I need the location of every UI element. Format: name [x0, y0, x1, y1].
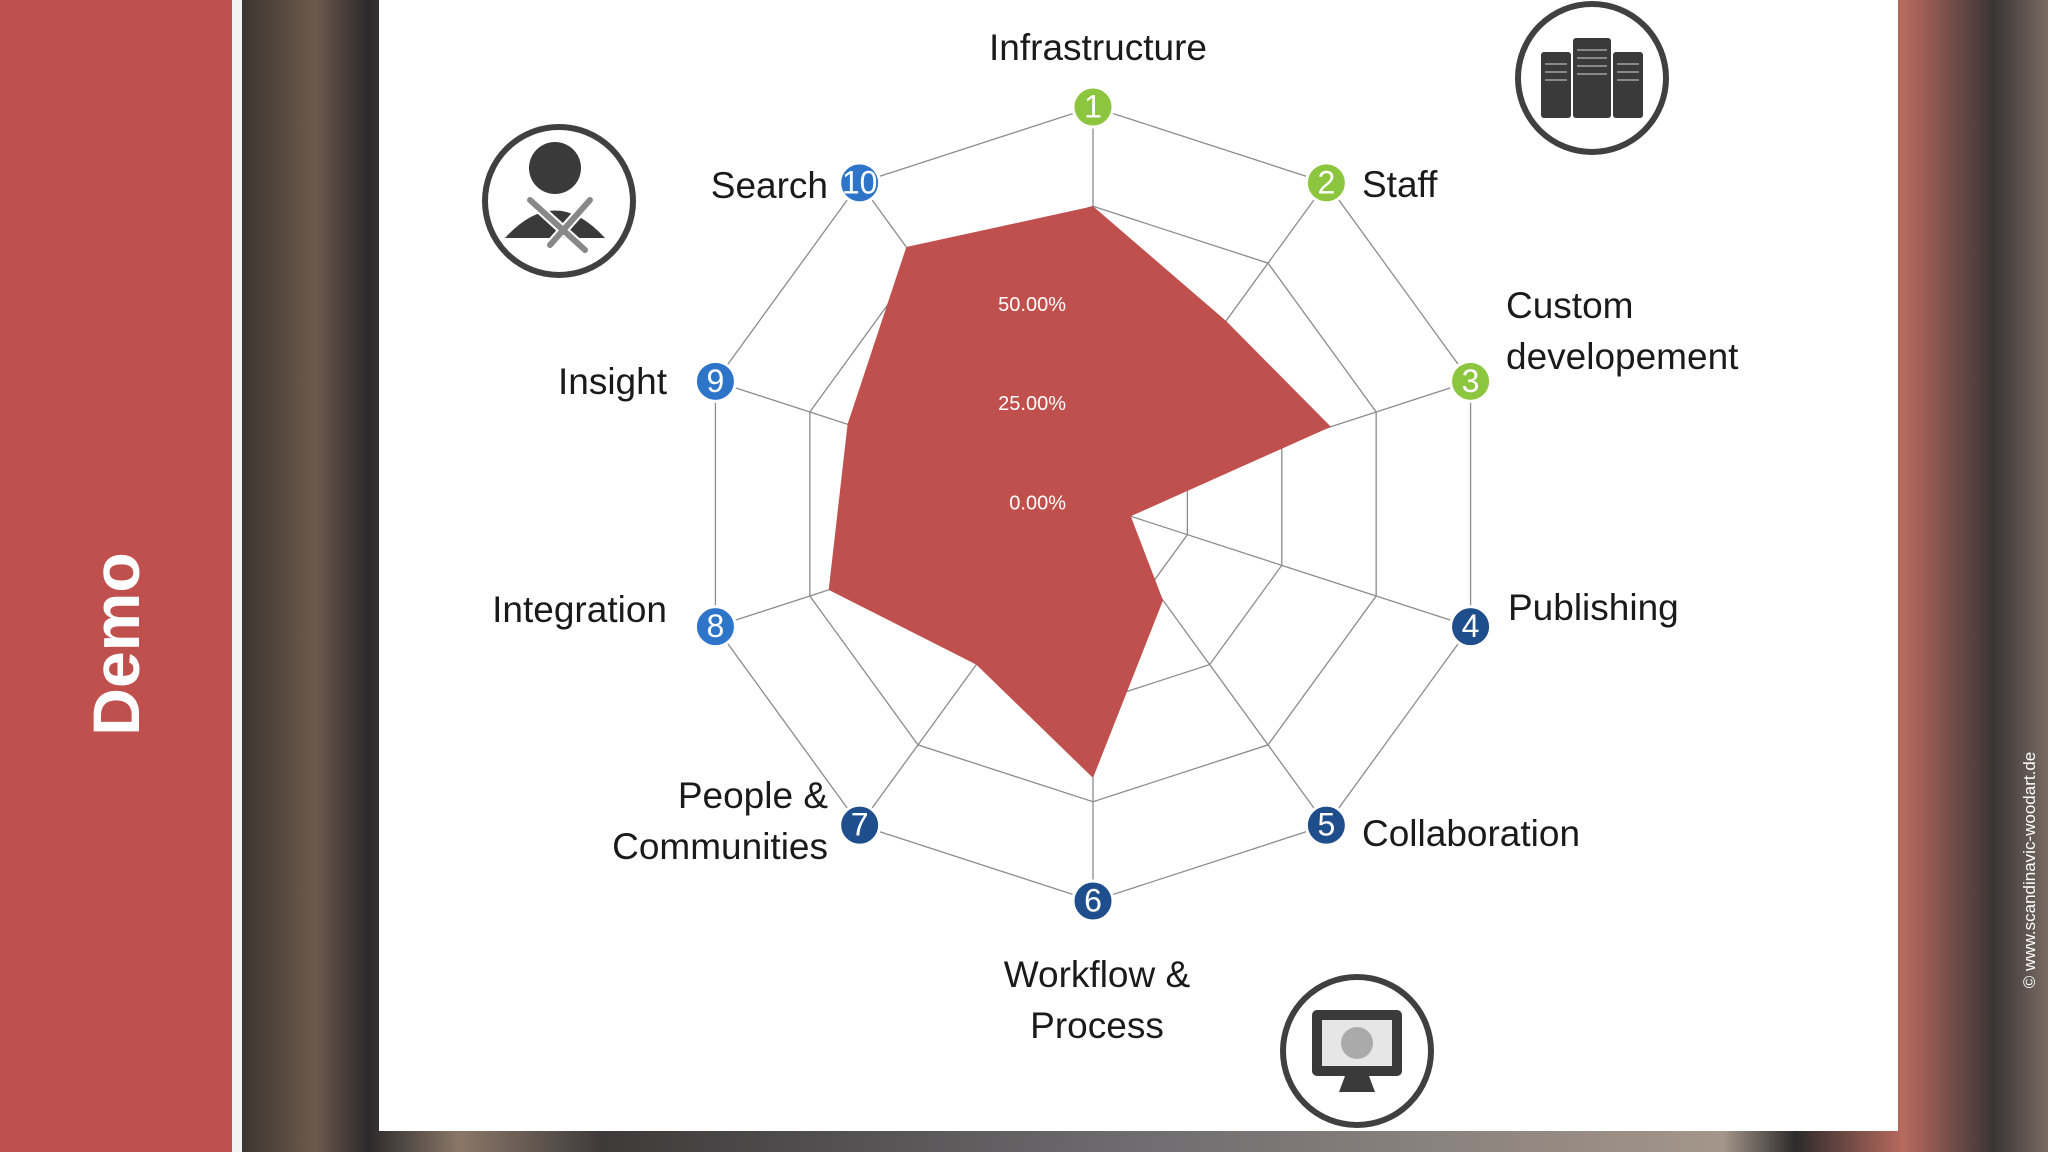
- axis-spoke: [1092, 503, 1471, 628]
- axis-number: 8: [707, 608, 725, 644]
- axis-number: 9: [707, 363, 725, 399]
- axis-number: 5: [1317, 807, 1335, 843]
- icon-support: [482, 124, 636, 278]
- axis-marker: [693, 605, 737, 649]
- axis-number: 6: [1084, 882, 1102, 918]
- category-label: Insight: [557, 361, 667, 402]
- category-label: Infrastructure: [989, 27, 1207, 68]
- axis-marker: [1071, 85, 1115, 129]
- y-tick-label: 50.00%: [998, 294, 1066, 316]
- axis-marker: [838, 803, 882, 847]
- axis-number: 1: [1084, 88, 1102, 124]
- category-label: Staff: [1362, 164, 1438, 205]
- sidebar-edge: [232, 0, 242, 1152]
- axis-marker: [693, 359, 737, 403]
- axis-number: 3: [1462, 363, 1480, 399]
- radar-area: [828, 206, 1331, 778]
- radar-series: [828, 206, 1331, 779]
- axis-number: 4: [1462, 608, 1480, 644]
- axis-marker: [1449, 605, 1493, 649]
- category-label: Workflow & Process: [1003, 954, 1191, 1046]
- category-label: Custom developement: [1506, 285, 1739, 377]
- axis-marker: [1304, 161, 1348, 205]
- y-tick-label: 0.00%: [1009, 492, 1066, 514]
- category-label: Integration: [492, 589, 667, 630]
- category-label: People & Communities: [612, 775, 828, 867]
- icon-monitor: [1280, 974, 1434, 1128]
- axis-marker: [1071, 879, 1115, 923]
- axis-marker: [1449, 359, 1493, 403]
- axis-number: 7: [851, 807, 869, 843]
- icon-servers: [1515, 1, 1669, 155]
- axis-number: 10: [842, 164, 878, 200]
- category-label: Search: [710, 165, 828, 206]
- category-label: Collaboration: [1362, 813, 1581, 854]
- y-tick-label: 25.00%: [998, 393, 1066, 415]
- axis-marker: [838, 161, 882, 205]
- axis-marker: [1304, 803, 1348, 847]
- axis-number: 2: [1317, 164, 1335, 200]
- category-label: Publishing: [1508, 587, 1679, 628]
- sidebar: [0, 0, 232, 1152]
